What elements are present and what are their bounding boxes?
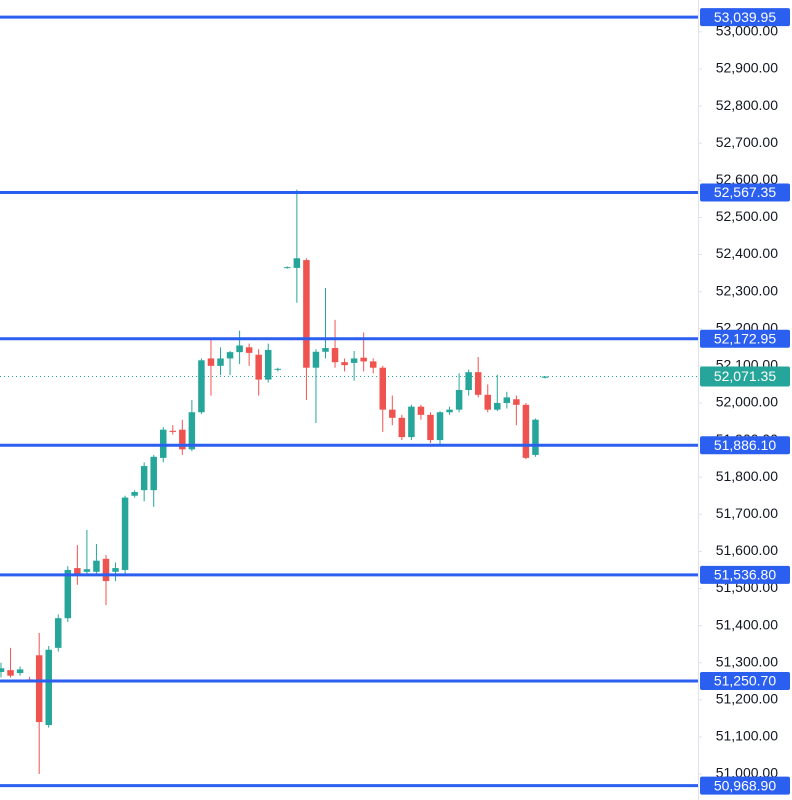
candle-body [331, 348, 339, 363]
candle-body [0, 668, 5, 672]
level-label: 51,250.70 [714, 673, 776, 689]
candle-body [16, 669, 24, 674]
candle-body [341, 362, 348, 366]
candle-body [513, 399, 520, 405]
candle-body [83, 569, 91, 572]
candle-body [255, 354, 262, 380]
candle-body [217, 358, 224, 366]
y-tick-label: 51,200.00 [716, 691, 778, 707]
candle-body [74, 568, 81, 574]
candle-body [350, 358, 358, 363]
level-box [700, 436, 790, 455]
candle-body [303, 260, 310, 368]
candle-body [274, 368, 282, 370]
candle-body [112, 568, 119, 572]
y-tick-label: 52,400.00 [716, 245, 778, 261]
candle-body [532, 419, 539, 455]
candle-body [264, 349, 272, 380]
candle-body [427, 414, 434, 441]
candle-body [188, 412, 196, 450]
last-price-label: 52,071.35 [714, 368, 776, 384]
y-tick-label: 51,100.00 [716, 728, 778, 744]
last-price-box [700, 366, 790, 387]
candle-body [541, 376, 549, 378]
y-tick-label: 52,900.00 [716, 60, 778, 76]
candle-body [389, 409, 396, 418]
candle-body [398, 417, 406, 438]
candle-body [140, 466, 148, 491]
y-tick-label: 52,300.00 [716, 282, 778, 298]
candle-body [312, 351, 320, 368]
candle-body [436, 412, 444, 441]
candle-body [417, 406, 425, 415]
candle-body [484, 394, 491, 410]
level-label: 53,039.95 [714, 9, 776, 25]
candle-body [102, 558, 110, 582]
y-tick-label: 52,700.00 [716, 134, 778, 150]
level-label: 51,536.80 [714, 567, 776, 583]
candle-body [379, 367, 387, 410]
y-tick-label: 51,700.00 [716, 505, 778, 521]
candle-body [322, 348, 329, 352]
candle-body [64, 569, 72, 619]
candle-body [7, 670, 14, 676]
candle-body [465, 372, 472, 390]
level-box [700, 8, 790, 27]
candle-body [226, 352, 234, 359]
level-label: 52,172.95 [714, 330, 776, 346]
candle-body [150, 456, 157, 491]
level-box [700, 183, 790, 202]
candle-body [236, 345, 243, 353]
candle-body [408, 406, 415, 438]
y-tick-label: 51,600.00 [716, 542, 778, 558]
candle-body [179, 429, 186, 450]
level-box [700, 565, 790, 584]
candle-body [35, 655, 43, 723]
candle-body [522, 404, 530, 458]
candle-body [169, 430, 177, 432]
candle-body [121, 497, 129, 570]
candle-body [45, 649, 52, 726]
candle-body [474, 372, 482, 395]
y-tick-label: 52,600.00 [716, 171, 778, 187]
level-box [700, 776, 790, 795]
level-label: 50,968.90 [714, 777, 776, 793]
y-tick-label: 51,400.00 [716, 616, 778, 632]
level-box [700, 672, 790, 691]
y-tick-label: 52,500.00 [716, 208, 778, 224]
y-tick-label: 53,000.00 [716, 23, 778, 39]
candle-body [207, 358, 215, 366]
y-tick-label: 52,800.00 [716, 97, 778, 113]
candle-body [360, 357, 367, 362]
candle-body [494, 402, 501, 410]
y-tick-label: 52,000.00 [716, 394, 778, 410]
level-box [700, 329, 790, 348]
candle-body [284, 267, 291, 269]
level-label: 52,567.35 [714, 184, 776, 200]
level-label: 51,886.10 [714, 437, 776, 453]
candle-body [293, 258, 301, 268]
candle-body [446, 409, 453, 413]
y-tick-label: 51,300.00 [716, 653, 778, 669]
candle-body [245, 347, 253, 353]
candle-body [369, 361, 377, 368]
candle-body [198, 360, 205, 413]
candle-body [55, 618, 62, 648]
candle-body [131, 492, 138, 496]
candle-body [455, 389, 463, 410]
y-tick-label: 51,800.00 [716, 468, 778, 484]
candle-body [93, 560, 100, 572]
candle-body [503, 397, 511, 403]
